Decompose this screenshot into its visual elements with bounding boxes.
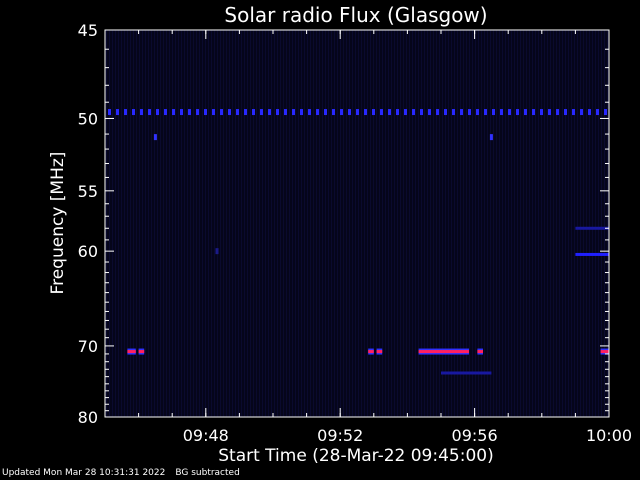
band-dot [196,109,199,116]
band-dot [436,109,439,116]
feature-dot [153,134,157,141]
band-dot [460,109,463,116]
burst-segment [138,350,145,354]
x-tick-label: 10:00 [586,426,632,445]
band-dot [276,109,279,116]
band-dot [332,109,335,116]
band-dot [228,109,231,116]
band-dot [500,109,503,116]
footer: Updated Mon Mar 28 10:31:31 2022 BG subtr… [2,468,250,478]
footer-updated: Updated Mon Mar 28 10:31:31 2022 [2,468,166,478]
x-tick-label: 09:56 [452,426,498,445]
band-dot [180,109,183,116]
band-dot [260,109,263,116]
band-dot [316,109,319,116]
band-dot [300,109,303,116]
band-dot [492,109,495,116]
band-dot [268,109,271,116]
band-dot [540,109,543,116]
band-dot [468,109,471,116]
band-dot [524,109,527,116]
feature-dot [215,248,219,255]
band-dot [244,109,247,116]
y-tick-label: 70 [78,337,98,356]
band-dot [372,109,375,116]
band-dot [508,109,511,116]
y-axis-label: Frequency [MHz] [48,152,68,295]
chart-title: Solar radio Flux (Glasgow) [224,3,487,27]
footer-note: BG subtracted [175,468,240,478]
y-tick-label: 55 [78,182,98,201]
band-dot [284,109,287,116]
x-tick-label: 09:52 [317,426,363,445]
y-tick-label: 50 [78,109,98,128]
y-tick-label: 45 [78,21,98,40]
burst-segment [368,350,374,354]
y-tick-label: 80 [78,408,98,427]
emission-segment [575,226,609,230]
band-dot [516,109,519,116]
burst-segment [418,350,469,354]
band-dot [580,109,583,116]
band-dot [204,109,207,116]
burst-segment [376,350,383,354]
band-dot [292,109,295,116]
band-dot [604,109,607,116]
y-axis: 45 50 55 60 70 80 [78,21,609,427]
band-dot [148,109,151,116]
band-dot [340,109,343,116]
burst-segment [600,350,609,354]
band-dot [476,109,479,116]
band-dot [212,109,215,116]
band-dot [548,109,551,116]
x-tick-label: 09:48 [183,426,229,445]
emission-segment [575,252,609,256]
heat-features [108,109,609,375]
band-dot [412,109,415,116]
band-dot [252,109,255,116]
band-dot [420,109,423,116]
burst-segment [127,350,136,354]
band-dot [532,109,535,116]
band-dot [308,109,311,116]
band-dot [380,109,383,116]
band-dot [452,109,455,116]
band-dot [348,109,351,116]
band-dot [428,109,431,116]
x-axis-label: Start Time (28-Mar-22 09:45:00) [218,446,493,466]
band-dot [156,109,159,116]
band-dot [588,109,591,116]
band-dot [108,109,111,116]
band-dot [484,109,487,116]
feature-dot [489,134,493,141]
band-dot [572,109,575,116]
plot-area [105,30,609,417]
y-tick-label: 60 [78,242,98,261]
burst-segment [477,350,483,354]
plot-frame [104,29,610,418]
band-dot [324,109,327,116]
band-dot [188,109,191,116]
emission-segment [441,371,492,375]
band-dot [564,109,567,116]
band-dot [396,109,399,116]
band-dot [596,109,599,116]
band-dot [388,109,391,116]
band-dot [164,109,167,116]
band-dot [172,109,175,116]
band-dot [356,109,359,116]
band-dot [556,109,559,116]
band-dot [140,109,143,116]
band-dot [220,109,223,116]
x-axis: 09:48 09:52 09:56 10:00 [104,30,632,445]
band-dot [124,109,127,116]
band-dot [132,109,135,116]
band-dot [116,109,119,116]
band-dot [364,109,367,116]
band-dot [404,109,407,116]
band-dot [444,109,447,116]
band-dot [236,109,239,116]
